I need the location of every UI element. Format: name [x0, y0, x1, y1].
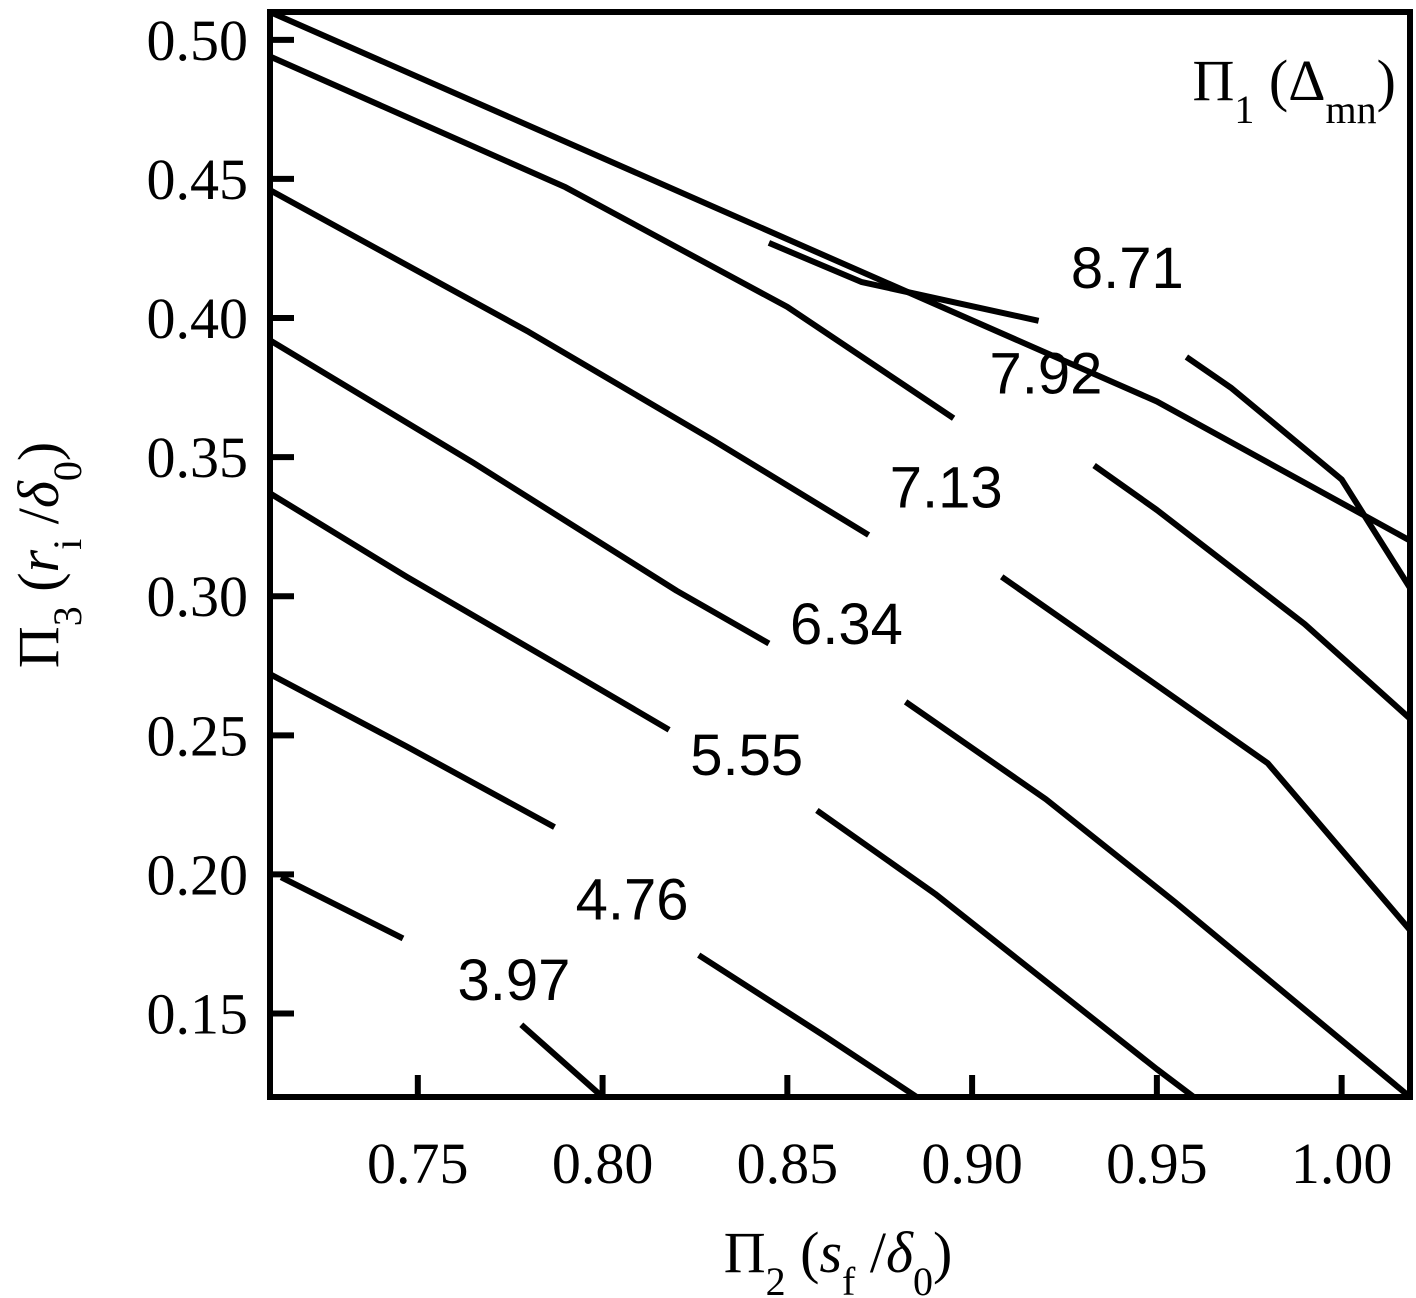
contour-6.34: [268, 337, 1412, 1100]
contour-label: 7.13: [890, 456, 1003, 521]
contour-label: 3.97: [457, 948, 570, 1013]
plot-area-frame: [267, 9, 1413, 1100]
contour-line-segment: [268, 53, 956, 421]
contour-label: 5.55: [690, 723, 803, 788]
axis-ticks: 0.75 0.80 0.85 0.90 0.95 1.00 0.15 0.20 0.25 0.30…: [147, 8, 1393, 1196]
contour-8.71: [767, 240, 1413, 590]
contour-3.97: [279, 874, 605, 1100]
y-axis-title: Π3 (ri /δ0): [6, 442, 90, 668]
contour-line-segment: [999, 574, 1413, 933]
y-tick-label: 0.45: [147, 147, 249, 212]
domain-boundary-line: [268, 9, 1412, 544]
x-tick-label: 0.80: [552, 1131, 654, 1196]
contour-line-segment: [767, 240, 1040, 324]
contour-line-segment: [519, 1022, 605, 1100]
contour-lines: [268, 9, 1413, 1100]
x-tick-label: 0.90: [921, 1131, 1023, 1196]
x-tick-label: 0.75: [367, 1131, 469, 1196]
y-tick-label: 0.40: [147, 286, 249, 351]
contour-line-segment: [268, 671, 556, 830]
contour-5.55: [268, 490, 1196, 1100]
contour-label: 7.92: [990, 342, 1103, 407]
y-tick-label: 0.50: [147, 8, 249, 73]
contour-line-segment: [815, 807, 1196, 1100]
x-axis-title: Π2 (sf /δ0): [724, 1220, 953, 1298]
y-tick-label: 0.35: [147, 425, 249, 490]
x-tick-label: 1.00: [1291, 1131, 1393, 1196]
y-tick-label: 0.25: [147, 703, 249, 768]
chart-title: Π1 (Δmn): [1193, 48, 1396, 132]
contour-7.13: [268, 187, 1413, 933]
x-tick-label: 0.95: [1106, 1131, 1208, 1196]
contour-label: 6.34: [790, 592, 903, 657]
contour-line-segment: [268, 337, 771, 647]
contour-label: 4.76: [576, 868, 689, 933]
contour-label: 8.71: [1071, 236, 1184, 301]
y-tick-label: 0.30: [147, 564, 249, 629]
contour-7.92: [268, 53, 1413, 721]
contour-line-segment: [697, 952, 919, 1100]
x-tick-label: 0.85: [737, 1131, 839, 1196]
contour-line-segment: [903, 699, 1412, 1100]
contour-4.76: [268, 671, 919, 1100]
y-tick-label: 0.15: [147, 982, 249, 1047]
contour-line-segment: [268, 187, 871, 538]
contour-line-segment: [268, 490, 671, 733]
contour-labels: 3.974.76 5.55 6.34 7.13 7.92 8.71: [457, 236, 1183, 1013]
contour-line-segment: [1184, 354, 1413, 590]
contour-line-segment: [1092, 463, 1413, 721]
contour-line-segment: [279, 874, 405, 942]
y-tick-label: 0.20: [147, 842, 249, 907]
